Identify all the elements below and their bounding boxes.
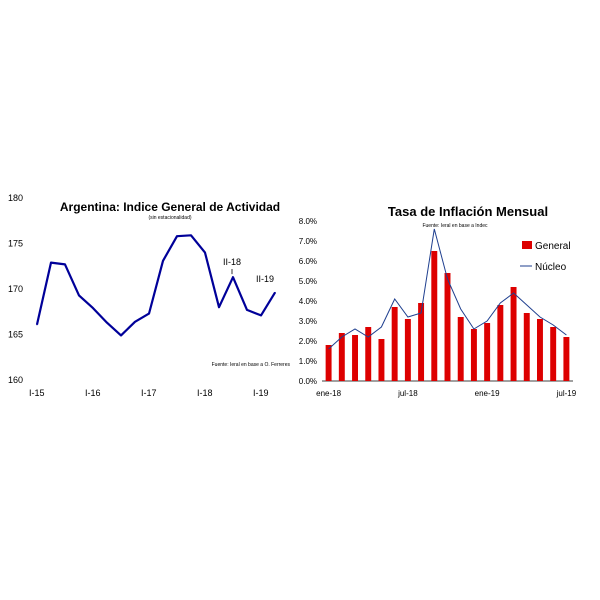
- inflation-y-axis: 0.0% 1.0% 2.0% 3.0% 4.0% 5.0% 6.0% 7.0% 8.0%: [299, 217, 317, 386]
- inflation-y-tick: 1.0%: [299, 357, 317, 366]
- inflation-bar: [378, 339, 385, 381]
- inflation-chart: Tasa de Inflación Mensual Fuente: Ieral …: [299, 204, 577, 398]
- legend-general-swatch: [522, 241, 532, 249]
- activity-point: [36, 323, 38, 326]
- activity-point: [148, 312, 150, 315]
- activity-point: [260, 314, 262, 317]
- activity-point: [218, 306, 220, 309]
- activity-point: [134, 320, 136, 323]
- inflation-x-tick: ene-19: [475, 389, 500, 398]
- activity-point: [190, 234, 192, 237]
- inflation-y-tick: 6.0%: [299, 257, 317, 266]
- activity-x-tick: I-16: [85, 388, 101, 398]
- inflation-chart-source: Fuente: Ieral en base a Indec: [422, 223, 488, 229]
- legend-nucleo-label: Núcleo: [535, 262, 567, 273]
- activity-point: [92, 307, 94, 309]
- inflation-y-tick: 0.0%: [299, 377, 317, 386]
- inflation-bar: [431, 251, 438, 381]
- inflation-bar: [352, 335, 358, 381]
- inflation-x-tick: jul-18: [397, 389, 418, 398]
- inflation-y-tick: 7.0%: [299, 237, 317, 246]
- inflation-bar: [338, 333, 345, 381]
- activity-series-line: [35, 234, 276, 337]
- activity-point: [232, 276, 234, 278]
- annotation-label: II-19: [256, 274, 274, 284]
- activity-points: [36, 234, 276, 337]
- activity-chart: Argentina: Indice General de Actividad (…: [8, 193, 290, 398]
- inflation-chart-title: Tasa de Inflación Mensual: [388, 204, 548, 219]
- activity-y-axis: 160 165 170 175 180: [8, 193, 23, 385]
- activity-x-tick: I-15: [29, 388, 45, 398]
- activity-point: [64, 263, 66, 266]
- activity-x-axis: I-15 I-16 I-17 I-18 I-19: [29, 388, 269, 398]
- inflation-bar: [325, 345, 332, 381]
- annotation-label: II-18: [223, 257, 241, 267]
- inflation-core-line: [328, 228, 567, 350]
- activity-chart-title: Argentina: Indice General de Actividad: [60, 200, 280, 214]
- inflation-bar: [563, 337, 570, 381]
- inflation-bar: [537, 319, 543, 381]
- inflation-x-tick: jul-19: [556, 389, 577, 398]
- inflation-bar: [418, 303, 425, 381]
- activity-y-tick: 165: [8, 330, 23, 340]
- inflation-y-tick: 2.0%: [299, 337, 317, 346]
- inflation-bar: [391, 307, 398, 381]
- activity-chart-source: Fuente: Ieral en base a O. Ferreres: [212, 362, 291, 368]
- activity-annotations: II-18 II-19: [223, 257, 274, 284]
- inflation-bars: [325, 251, 570, 381]
- inflation-bar: [484, 323, 491, 381]
- activity-x-tick: I-18: [197, 388, 213, 398]
- activity-point: [162, 259, 164, 262]
- inflation-bar: [444, 273, 451, 381]
- inflation-y-tick: 4.0%: [299, 297, 317, 306]
- activity-point: [176, 235, 178, 238]
- activity-point: [120, 334, 122, 337]
- inflation-bar: [550, 327, 557, 381]
- activity-chart-subtitle: (sin estacionalidad): [148, 215, 191, 221]
- activity-y-tick: 175: [8, 239, 23, 249]
- activity-x-tick: I-17: [141, 388, 157, 398]
- inflation-y-tick: 3.0%: [299, 317, 317, 326]
- inflation-bar: [404, 319, 411, 381]
- activity-y-tick: 160: [8, 375, 23, 385]
- legend-general-label: General: [535, 241, 571, 252]
- inflation-bar: [457, 317, 464, 381]
- activity-x-tick: I-19: [253, 388, 269, 398]
- inflation-y-tick: 8.0%: [299, 217, 317, 226]
- inflation-y-tick: 5.0%: [299, 277, 317, 286]
- inflation-bar: [497, 305, 504, 381]
- activity-point: [106, 321, 108, 324]
- activity-point: [204, 251, 206, 254]
- activity-point: [274, 291, 276, 294]
- inflation-x-tick: ene-18: [316, 389, 341, 398]
- activity-point: [246, 309, 248, 311]
- activity-point: [78, 294, 80, 297]
- activity-point: [50, 261, 52, 264]
- activity-y-tick: 180: [8, 193, 23, 203]
- inflation-bar: [523, 313, 530, 381]
- inflation-legend: General Núcleo: [520, 241, 571, 273]
- inflation-bar: [510, 287, 517, 381]
- inflation-x-axis: ene-18 jul-18 ene-19 jul-19: [316, 389, 577, 398]
- inflation-bar: [470, 329, 477, 381]
- activity-y-tick: 170: [8, 284, 23, 294]
- inflation-bar: [365, 327, 372, 381]
